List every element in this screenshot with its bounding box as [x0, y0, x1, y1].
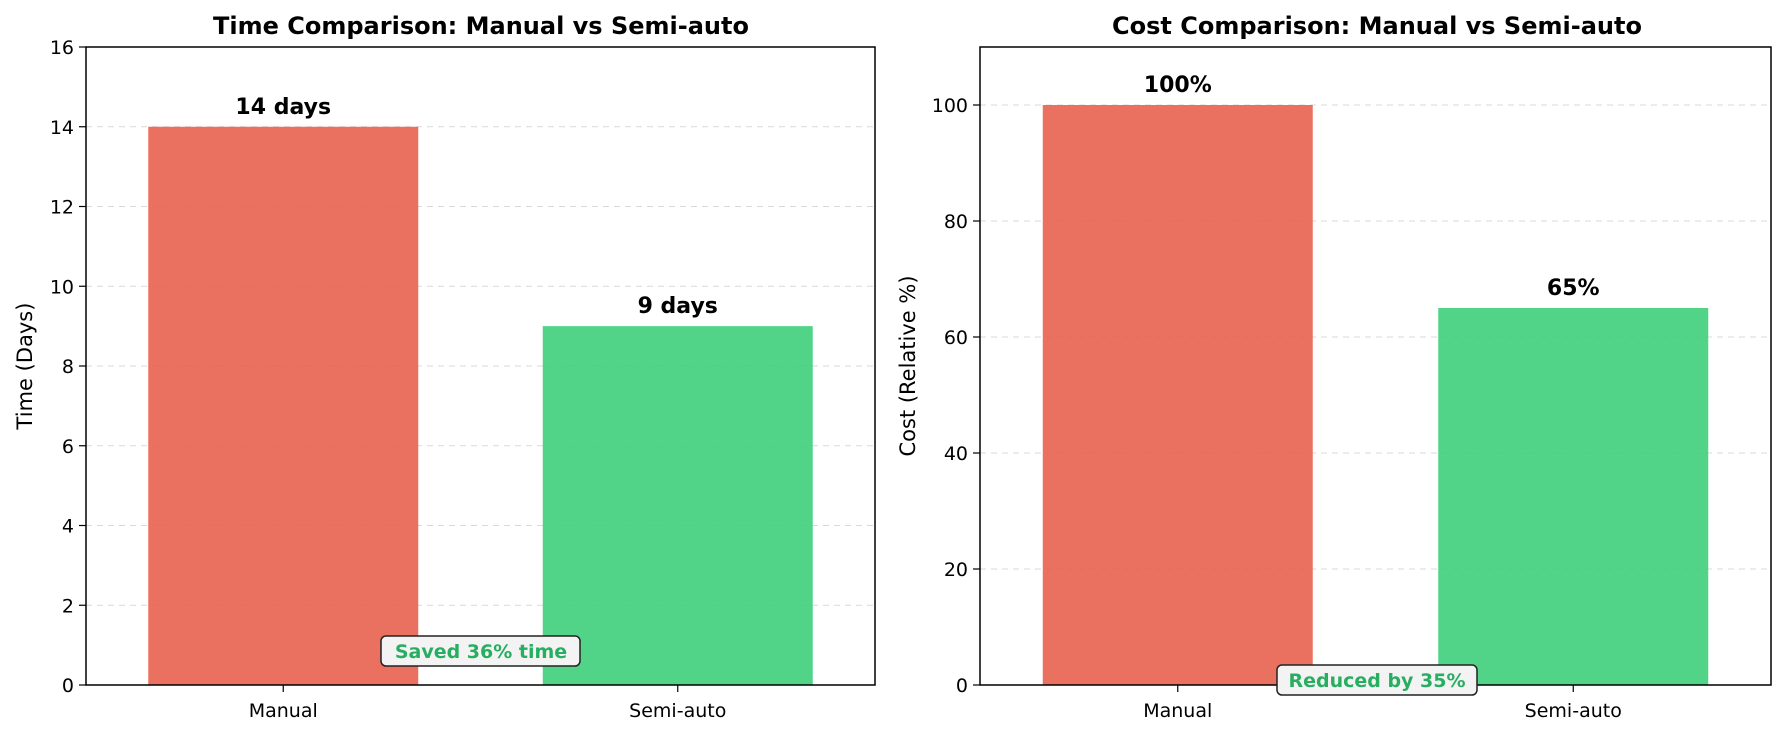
x-tick-label: Semi-auto — [629, 700, 726, 722]
y-tick-label: 12 — [50, 197, 74, 219]
y-tick-label: 60 — [944, 327, 968, 349]
y-axis-label: Time (Days) — [13, 303, 37, 431]
bar-semi-auto — [1438, 308, 1709, 685]
chart-title: Time Comparison: Manual vs Semi-auto — [213, 12, 749, 40]
annotation-box — [1276, 664, 1478, 696]
cost-comparison-chart: Cost Comparison: Manual vs Semi-auto Cos… — [896, 12, 1772, 722]
y-tick-label: 0 — [62, 675, 74, 697]
bar-value-label: 9 days — [638, 294, 718, 319]
annotation: Reduced by 35% — [1276, 664, 1478, 696]
bar-manual — [1042, 105, 1313, 685]
annotation-text: Saved 36% time — [395, 641, 567, 663]
y-axis-label: Cost (Relative %) — [896, 275, 920, 456]
y-tick-label: 10 — [50, 276, 74, 298]
y-tick-label: 100 — [932, 95, 968, 117]
value-labels: 100% 65% — [1144, 73, 1600, 301]
y-tick-label: 4 — [62, 516, 74, 538]
bar-value-label: 14 days — [235, 95, 331, 120]
y-tick-label: 0 — [956, 675, 968, 697]
y-ticks: 0 2 4 6 8 10 12 14 16 — [50, 37, 86, 697]
bar-value-label: 100% — [1144, 73, 1212, 98]
y-tick-label: 6 — [62, 436, 74, 458]
bar-value-label: 65% — [1547, 276, 1600, 301]
annotation-text: Reduced by 35% — [1288, 670, 1465, 692]
y-tick-label: 2 — [62, 595, 74, 617]
bars — [1042, 105, 1709, 685]
chart-title: Cost Comparison: Manual vs Semi-auto — [1112, 12, 1642, 40]
annotation-box — [380, 635, 581, 667]
bar-manual — [148, 126, 419, 685]
y-tick-label: 8 — [62, 356, 74, 378]
annotation: Saved 36% time — [380, 635, 581, 667]
y-tick-label: 80 — [944, 211, 968, 233]
y-tick-label: 40 — [944, 443, 968, 465]
x-tick-label: Semi-auto — [1525, 700, 1622, 722]
x-tick-label: Manual — [1143, 700, 1212, 722]
x-tick-label: Manual — [249, 700, 318, 722]
y-tick-label: 16 — [50, 37, 74, 59]
y-ticks: 0 20 40 60 80 100 — [932, 95, 980, 697]
bars — [148, 126, 813, 685]
bar-semi-auto — [542, 326, 813, 685]
y-tick-label: 14 — [50, 117, 74, 139]
y-tick-label: 20 — [944, 559, 968, 581]
x-ticks: Manual Semi-auto — [249, 685, 726, 722]
x-ticks: Manual Semi-auto — [1143, 685, 1622, 722]
value-labels: 14 days 9 days — [235, 95, 717, 319]
time-comparison-chart: Time Comparison: Manual vs Semi-auto Tim… — [13, 12, 876, 722]
